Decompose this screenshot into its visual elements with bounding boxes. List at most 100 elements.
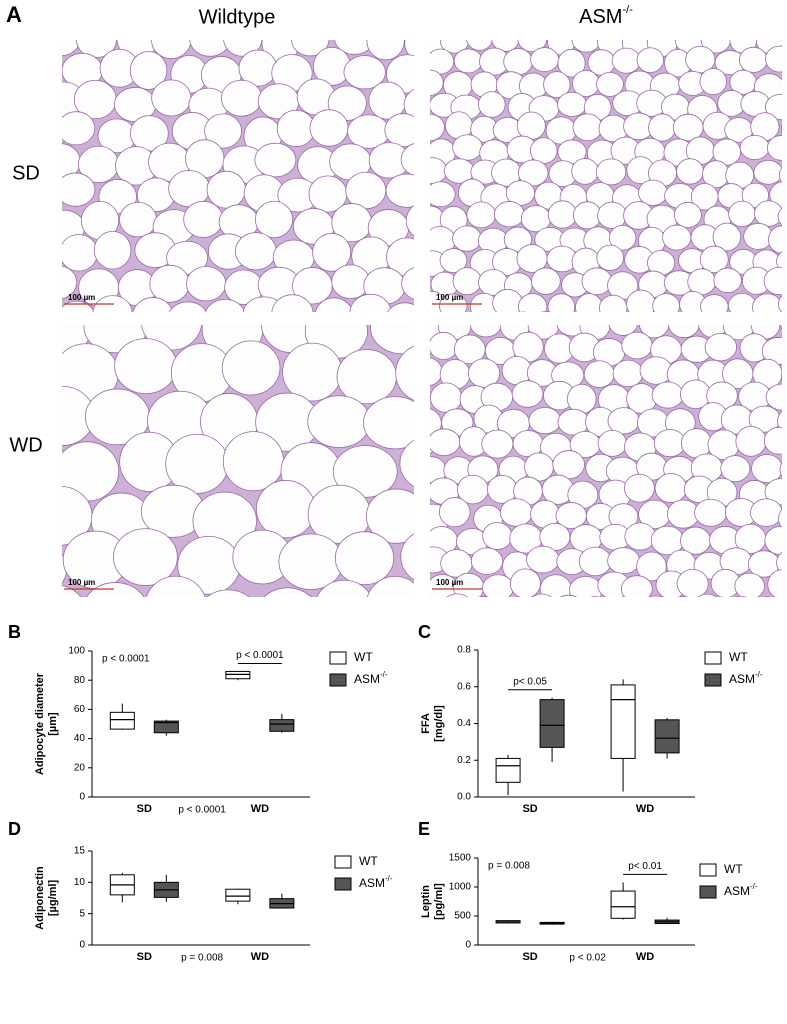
adipocyte (624, 618, 655, 645)
adipocyte (764, 6, 787, 30)
adipocyte (432, 620, 462, 648)
adipocyte (404, 4, 432, 28)
adipocyte (781, 371, 782, 381)
column-title-text: ASM (579, 6, 622, 28)
adipocyte (597, 201, 628, 229)
column-title: Wildtype (199, 6, 276, 28)
adipocyte (430, 181, 456, 208)
adipocyte (62, 111, 96, 146)
adipocyte (777, 295, 782, 312)
adipocyte (430, 331, 459, 360)
annotation: p< 0.05 (513, 676, 547, 687)
y-tick-label: 500 (454, 911, 471, 922)
y-tick-label: 5 (79, 908, 85, 919)
adipocyte (517, 159, 549, 187)
adipocyte (676, 569, 709, 597)
adipocyte (573, 201, 602, 230)
adipocyte (430, 428, 461, 457)
y-tick-label: 0.6 (457, 681, 471, 692)
adipocyte (466, 201, 497, 229)
adipocyte (765, 45, 782, 73)
adipocyte (607, 547, 641, 575)
y-tick-label: 0.2 (457, 755, 471, 766)
adipocyte (608, 325, 638, 336)
adipocyte (343, 55, 386, 90)
adipocyte (8, 27, 48, 61)
adipocyte (578, 546, 612, 577)
adipocyte (776, 551, 782, 574)
adipocyte (543, 71, 571, 98)
box (610, 684, 636, 759)
adipocyte (331, 264, 370, 300)
x-tick-label: WD (636, 803, 654, 815)
legend-sup: -/- (385, 874, 393, 883)
box (225, 670, 251, 680)
adipocyte (539, 574, 572, 597)
adipocyte (0, 486, 33, 545)
adipocyte (62, 126, 65, 145)
y-axis-label: Adiponectin (34, 866, 46, 930)
legend-label: WT (354, 650, 373, 664)
adipocyte (575, 293, 604, 312)
adipocyte (653, 429, 686, 458)
box (109, 711, 135, 730)
adipocyte (620, 575, 653, 597)
adipocyte (430, 3, 459, 30)
adipocyte (780, 325, 782, 331)
adipocyte (385, 173, 414, 208)
adipocyte (743, 222, 773, 250)
adipocyte (421, 0, 460, 27)
legend-label: ASM-/- (354, 670, 388, 686)
adipocyte (62, 245, 63, 256)
adipocyte (752, 293, 782, 312)
adipocyte (189, 40, 231, 57)
adipocyte (129, 51, 168, 90)
y-axis-label: FFA (420, 713, 432, 734)
y-axis-label: [pg/ml] (433, 883, 445, 920)
histology-image: 100 µm (404, 3, 787, 312)
adipocyte (439, 293, 468, 312)
adipocyte (276, 109, 316, 147)
adipocyte (0, 297, 43, 349)
adipocyte (716, 3, 743, 28)
adipocyte (430, 48, 455, 75)
adipocyte (430, 69, 444, 96)
adipocyte (92, 295, 133, 312)
x-tick-label: SD (522, 951, 537, 963)
adipocyte (430, 113, 445, 142)
adipocyte (309, 109, 349, 147)
adipocyte (135, 0, 174, 26)
adipocyte (699, 245, 729, 274)
adipocyte (626, 289, 656, 312)
adipocyte (132, 297, 174, 312)
box (225, 888, 251, 902)
adipocyte (534, 7, 564, 31)
box (153, 720, 179, 734)
adipocyte (697, 593, 718, 597)
adipocyte (779, 462, 782, 477)
adipocyte (583, 360, 615, 388)
adipocyte (334, 531, 395, 586)
legend-swatch (704, 651, 722, 665)
scale-bar-label: 100 µm (436, 293, 463, 302)
legend-name: WT (354, 650, 373, 664)
adipocyte (469, 325, 502, 338)
legend-label: ASM-/- (724, 882, 758, 898)
adipocyte (503, 226, 533, 253)
legend-swatch (334, 877, 352, 891)
box (495, 757, 521, 783)
legend-swatch (329, 673, 347, 687)
adipocyte (482, 522, 513, 550)
legend-sup: -/- (380, 670, 388, 679)
adipocyte (263, 587, 312, 597)
adipocyte (400, 533, 414, 581)
adipocyte (8, 204, 49, 241)
adipocyte (254, 142, 297, 178)
adipocyte (735, 595, 747, 597)
y-tick-label: 80 (74, 675, 86, 686)
legend-label: ASM-/- (359, 874, 393, 890)
adipocyte (62, 585, 82, 597)
adipocyte (694, 498, 728, 527)
adipocyte (9, 330, 49, 364)
adipocyte (668, 325, 700, 339)
